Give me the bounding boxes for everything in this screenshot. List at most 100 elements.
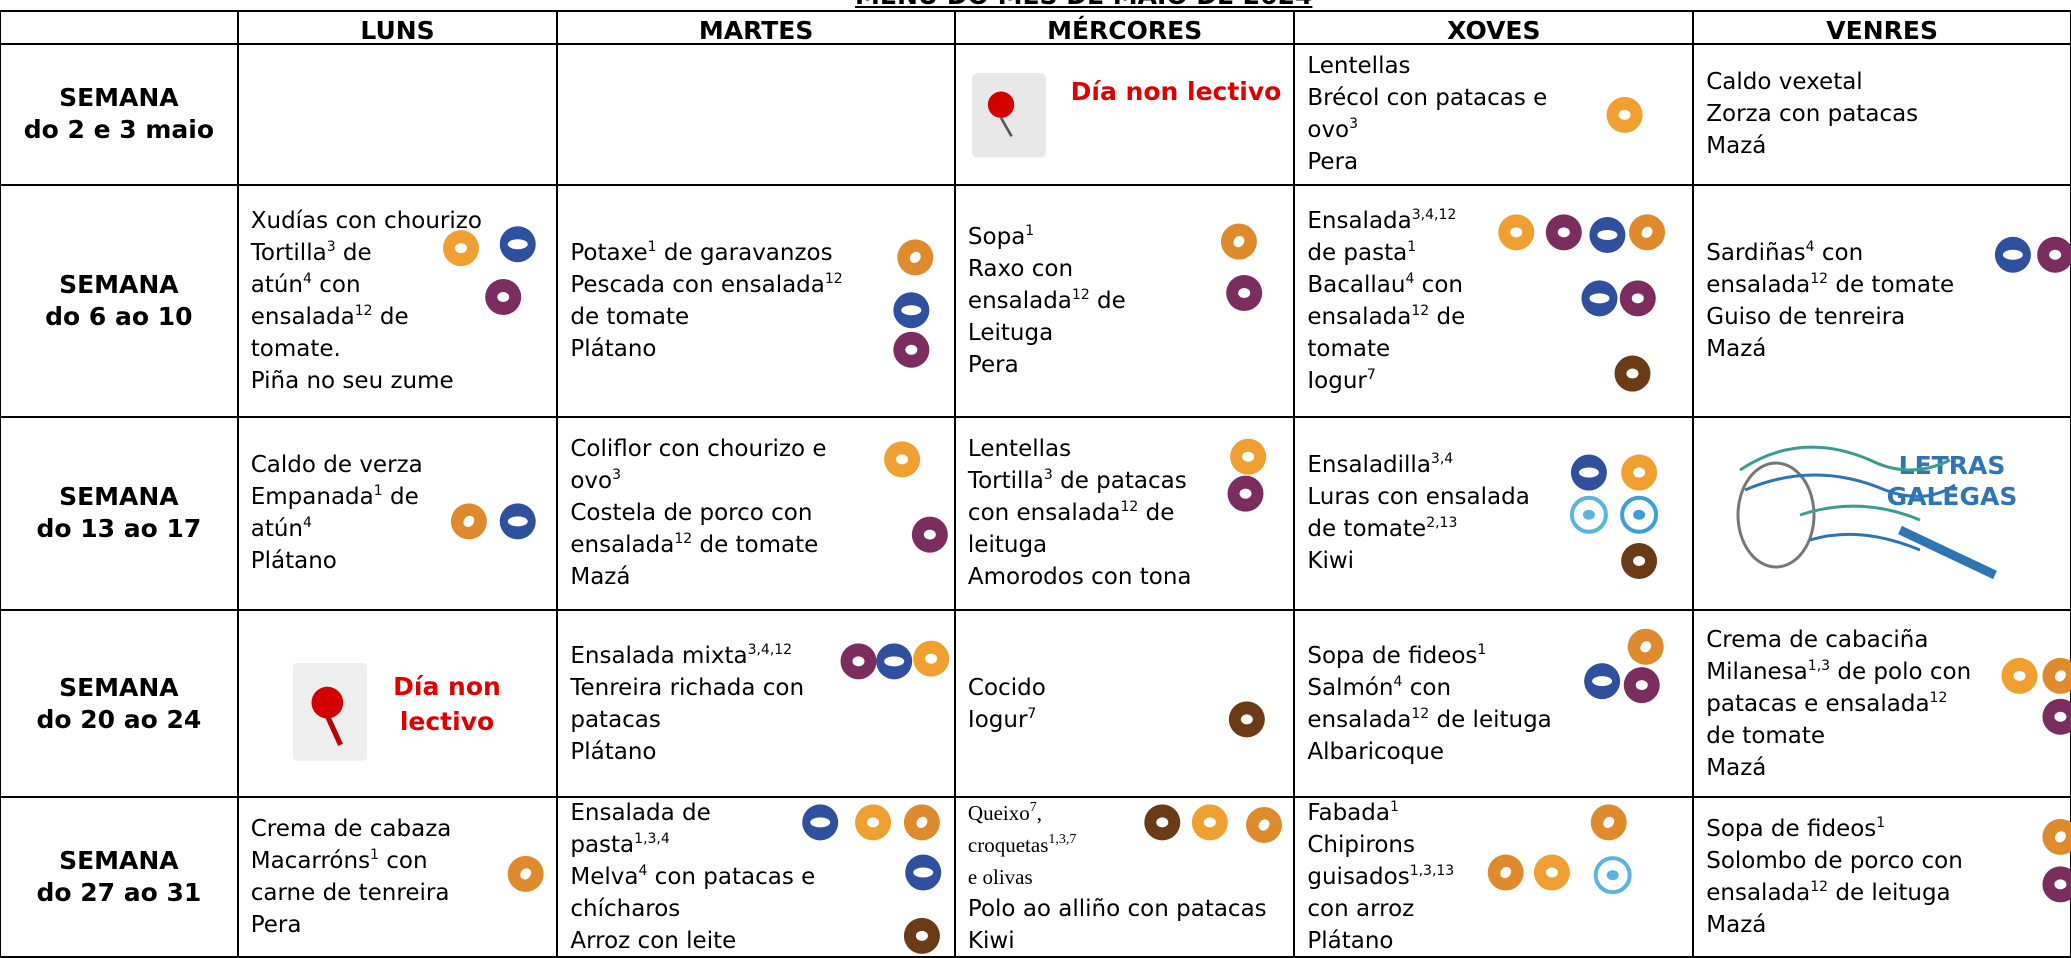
dish-line: Sopa1 (968, 221, 1034, 253)
allergen-icon (903, 917, 940, 954)
dish-text: Lentellas (1307, 53, 1411, 80)
dish-text: croquetas (967, 833, 1049, 858)
dish-text: con (311, 271, 361, 298)
allergen-icon (1593, 856, 1632, 895)
dish-line: Iogur7 (968, 704, 1036, 736)
non-school-day: Día non lectivo (297, 669, 597, 739)
allergen-ref: 3,4,12 (1411, 206, 1457, 223)
week-label-line: do 6 ao 10 (45, 301, 193, 331)
dish-text: ensalada (1706, 880, 1811, 907)
allergen-icon (1584, 663, 1621, 700)
week-label-line: do 20 ao 24 (36, 704, 202, 734)
dish-text: Crema de cabaciña (1706, 626, 1929, 653)
day-header: MARTES (698, 15, 814, 45)
dish-text: tomate (1307, 335, 1391, 362)
dish-text: pasta (570, 832, 635, 859)
allergen-icon (1533, 854, 1570, 891)
dish-line: Mazá (1706, 333, 1766, 365)
dish-text: Raxo con (967, 255, 1074, 282)
row-rule (0, 9, 2071, 12)
allergen-icon (1620, 495, 1659, 534)
allergen-ref: 1,3,13 (1409, 863, 1455, 880)
allergen-icon (2001, 657, 2038, 694)
non-school-day: Día non lectivo (1026, 74, 1326, 109)
col-rule (953, 10, 956, 957)
dish-line: de tomate (570, 301, 689, 333)
dish-text: Kiwi (967, 928, 1015, 955)
allergen-ref: 1 (373, 483, 383, 500)
dish-line: Ensaladilla3,4 (1307, 449, 1453, 481)
allergen-icon (1623, 667, 1660, 704)
dish-text: de (335, 239, 372, 266)
dish-line: Luras con ensalada (1307, 481, 1529, 513)
allergen-icon (1498, 214, 1535, 251)
dish-line: con arroz (1307, 893, 1414, 925)
allergen-icon (897, 239, 934, 276)
allergen-icon (1619, 280, 1656, 317)
dish-text: Tortilla (967, 468, 1044, 495)
dish-text: Caldo vexetal (1706, 69, 1863, 96)
dish-line: Iogur7 (1307, 365, 1375, 397)
dish-line: Pescada con ensalada12 (570, 269, 842, 301)
note-line: lectivo (399, 706, 495, 736)
allergen-ref: 4 (1405, 270, 1415, 287)
allergen-ref: 3 (326, 238, 336, 255)
dish-text: de tomate (1706, 722, 1826, 749)
allergen-ref: 2,13 (1426, 515, 1458, 532)
allergen-icon (450, 503, 487, 540)
allergen-icon (840, 643, 877, 680)
dish-line: Milanesa1,3 de polo con (1706, 656, 1971, 688)
allergen-ref: 3,4,12 (747, 641, 793, 658)
dish-line: de tomate (1706, 720, 1825, 752)
allergen-icon (1228, 701, 1265, 738)
dish-line: Lentellas (968, 433, 1071, 465)
dish-line: Sopa de fideos1 (1706, 813, 1885, 845)
dish-line: Ensalada de (570, 797, 710, 829)
dish-text: Cocido (967, 674, 1046, 701)
menu-title: MENÚ DO MES DE MAIO DE 2024 (855, 0, 1312, 10)
dish-line: pasta1,3,4 (570, 829, 669, 861)
dish-text: de (1089, 287, 1126, 314)
dish-text: chícharos (570, 896, 681, 923)
dish-line: Mazá (570, 561, 630, 593)
dish-line: Salmón4 con (1307, 672, 1451, 704)
dish-line: Caldo de verza (251, 449, 423, 481)
allergen-icon (911, 516, 948, 553)
dish-text: con (378, 848, 428, 875)
day-header: XOVES (1447, 15, 1541, 45)
dish-line: Solombo de porco con (1706, 845, 1963, 877)
dish-line: de tomate2,13 (1307, 513, 1457, 545)
allergen-icon (1191, 804, 1228, 841)
dish-line: Leituga (968, 317, 1053, 349)
allergen-ref: 1 (647, 238, 657, 255)
dish-line: Amorodos con tona (968, 561, 1192, 593)
dish-text: ensalada (570, 532, 675, 559)
dish-text: de (1138, 500, 1175, 527)
allergen-icon (1227, 475, 1264, 512)
dish-line: Chipirons (1307, 829, 1415, 861)
col-rule (556, 10, 559, 957)
allergen-icon (893, 331, 930, 368)
dish-text: Mazá (570, 564, 631, 591)
dish-line: ensalada12 de (1307, 301, 1465, 333)
dish-line: atún4 (251, 513, 312, 545)
dish-text: de pasta (1307, 239, 1408, 266)
dish-line: ensalada12 de leituga (1706, 877, 1950, 909)
allergen-ref: 3,4 (1430, 451, 1454, 468)
allergen-ref: 7 (1029, 800, 1037, 816)
dish-line: Plátano (251, 545, 337, 577)
dish-text: Queixo (967, 801, 1030, 826)
dish-line: Lentellas (1307, 50, 1410, 82)
allergen-icon (1581, 280, 1618, 317)
week-label: SEMANA do 2 e 3 maio (0, 82, 238, 146)
dish-text: Sopa (967, 223, 1026, 250)
dish-line: Kiwi (1307, 545, 1354, 577)
dish-text: Plátano (570, 738, 657, 765)
allergen-ref: 12 (1411, 705, 1430, 722)
dish-line: Queixo7, (968, 797, 1042, 829)
dish-text: Kiwi (1307, 548, 1355, 575)
dish-line: Mazá (1706, 130, 1766, 162)
week-label-line: SEMANA (59, 482, 179, 512)
dish-text: Potaxe (570, 239, 648, 266)
dish-text: Plátano (1307, 928, 1394, 955)
